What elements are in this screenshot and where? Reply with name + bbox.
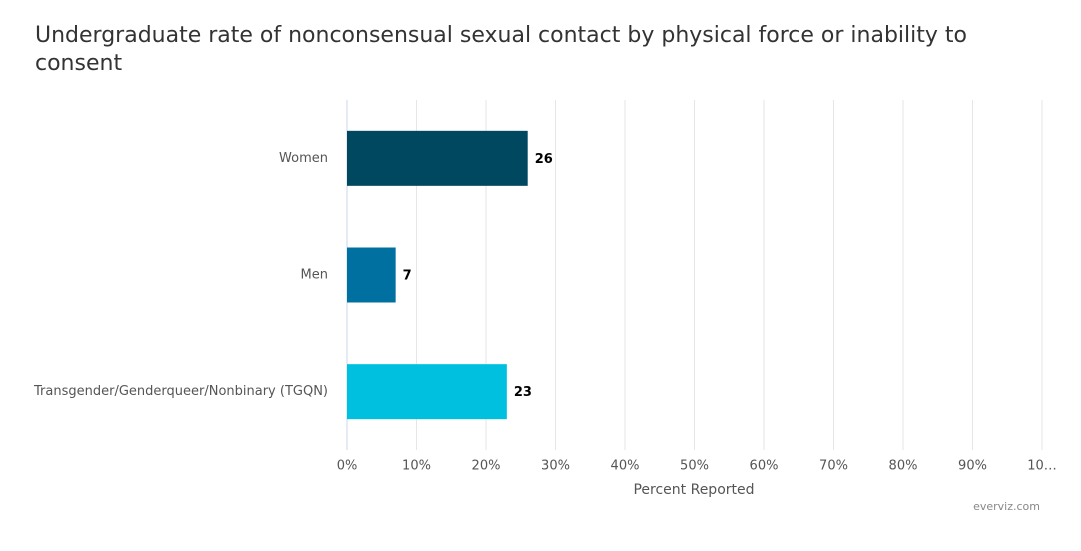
x-tick-label: 90%	[958, 459, 987, 474]
x-tick-label: 30%	[541, 459, 570, 474]
y-tick-label: Women	[279, 151, 328, 166]
data-label: 23	[514, 385, 532, 400]
x-tick-label: 50%	[680, 459, 709, 474]
x-tick-label: 10%	[402, 459, 431, 474]
bar	[347, 130, 528, 186]
bar	[347, 364, 507, 420]
x-tick-label: 10…	[1027, 459, 1057, 474]
chart-title: Undergraduate rate of nonconsensual sexu…	[35, 23, 967, 76]
data-label: 7	[403, 269, 412, 284]
x-tick-label: 70%	[819, 459, 848, 474]
y-tick-label: Men	[301, 268, 328, 283]
bar	[347, 247, 396, 303]
x-tick-label: 60%	[750, 459, 779, 474]
x-tick-label: 80%	[889, 459, 918, 474]
credit: everviz.com	[973, 500, 1040, 513]
y-tick-label: Transgender/Genderqueer/Nonbinary (TGQN)	[33, 384, 328, 399]
data-label: 26	[535, 152, 553, 167]
x-axis-title: Percent Reported	[633, 482, 754, 498]
x-tick-label: 0%	[337, 459, 358, 474]
x-tick-label: 20%	[472, 459, 501, 474]
x-tick-label: 40%	[611, 459, 640, 474]
